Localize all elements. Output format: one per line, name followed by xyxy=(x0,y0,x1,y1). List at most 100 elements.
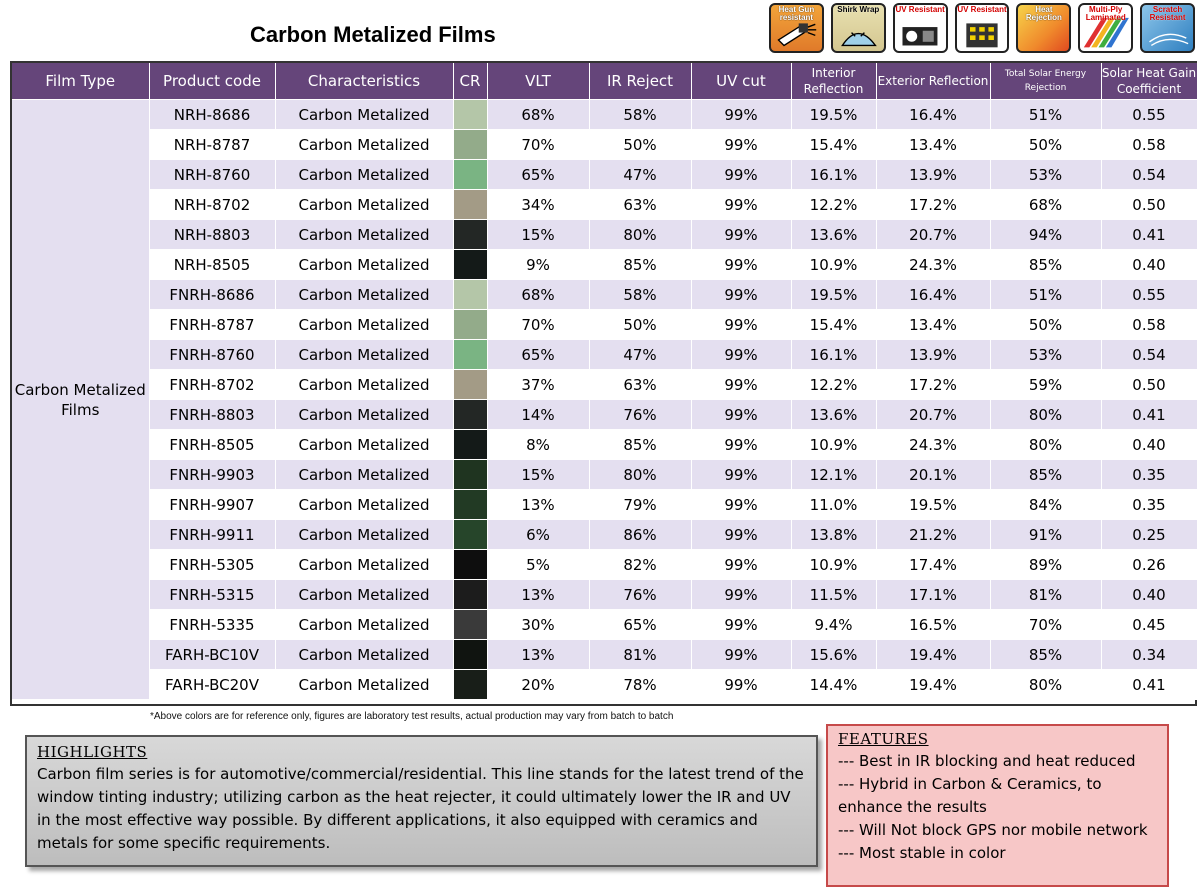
shgc-cell: 0.41 xyxy=(1101,669,1198,700)
exterior-reflection-cell: 20.7% xyxy=(876,219,991,250)
characteristics-cell: Carbon Metalized xyxy=(275,639,454,670)
product-code-cell: FNRH-5315 xyxy=(149,579,276,610)
exterior-reflection-cell: 16.4% xyxy=(876,99,991,130)
uv-cut-cell: 99% xyxy=(691,99,792,130)
characteristics-cell: Carbon Metalized xyxy=(275,399,454,430)
interior-reflection-cell: 11.5% xyxy=(791,579,877,610)
tser-cell: 84% xyxy=(990,489,1102,520)
table-row: FNRH-9911 Carbon Metalized 6% 86% 99% 13.8% 21… xyxy=(12,519,1198,550)
color-swatch xyxy=(453,159,488,190)
ir-reject-cell: 79% xyxy=(589,489,692,520)
shgc-cell: 0.55 xyxy=(1101,99,1198,130)
uv-cut-cell: 99% xyxy=(691,279,792,310)
product-code-cell: FNRH-9911 xyxy=(149,519,276,550)
table-row: NRH-8702 Carbon Metalized 34% 63% 99% 12.2% 17… xyxy=(12,189,1198,220)
tser-cell: 94% xyxy=(990,219,1102,250)
multi-ply-icon: Multi-Ply Laminated xyxy=(1078,3,1134,53)
vlt-cell: 8% xyxy=(487,429,590,460)
vlt-cell: 15% xyxy=(487,219,590,250)
shgc-cell: 0.58 xyxy=(1101,129,1198,160)
color-swatch-fill xyxy=(453,340,487,369)
feature-icon-bar: Heat Gun resistant Shirk Wrap UV Resista… xyxy=(769,3,1196,55)
uv-building-icon: UV Resistant xyxy=(954,3,1010,53)
header-vlt: VLT xyxy=(487,63,590,100)
uv-cut-cell: 99% xyxy=(691,519,792,550)
vlt-cell: 70% xyxy=(487,309,590,340)
color-swatch-fill xyxy=(453,190,487,219)
interior-reflection-cell: 15.6% xyxy=(791,639,877,670)
ir-reject-cell: 47% xyxy=(589,159,692,190)
characteristics-cell: Carbon Metalized xyxy=(275,339,454,370)
tser-cell: 80% xyxy=(990,399,1102,430)
table-row: FNRH-9907 Carbon Metalized 13% 79% 99% 11.0% 1… xyxy=(12,489,1198,520)
shgc-cell: 0.58 xyxy=(1101,309,1198,340)
vlt-cell: 6% xyxy=(487,519,590,550)
interior-reflection-cell: 16.1% xyxy=(791,159,877,190)
highlights-text: Carbon film series is for automotive/com… xyxy=(37,765,804,852)
characteristics-cell: Carbon Metalized xyxy=(275,249,454,280)
spec-table-container: Film Type Product code Characteristics C… xyxy=(10,61,1198,706)
header-film-type: Film Type xyxy=(12,63,150,100)
uv-cut-cell: 99% xyxy=(691,669,792,700)
color-swatch-fill xyxy=(453,370,487,399)
color-swatch-fill xyxy=(453,640,487,669)
exterior-reflection-cell: 16.4% xyxy=(876,279,991,310)
characteristics-cell: Carbon Metalized xyxy=(275,549,454,580)
shgc-cell: 0.54 xyxy=(1101,159,1198,190)
tser-cell: 80% xyxy=(990,429,1102,460)
product-code-cell: FARH-BC20V xyxy=(149,669,276,700)
characteristics-cell: Carbon Metalized xyxy=(275,669,454,700)
vlt-cell: 13% xyxy=(487,489,590,520)
color-swatch xyxy=(453,639,488,670)
features-list: --- Best in IR blocking and heat reduced… xyxy=(838,750,1157,865)
table-row: Carbon Metalized Films NRH-8686 Carbon Met… xyxy=(12,99,1198,700)
exterior-reflection-cell: 13.4% xyxy=(876,129,991,160)
highlights-title: HIGHLIGHTS xyxy=(37,743,148,761)
product-code-cell: FNRH-9903 xyxy=(149,459,276,490)
uv-cut-cell: 99% xyxy=(691,399,792,430)
icon-label: Scratch Resistant xyxy=(1149,5,1186,22)
interior-reflection-cell: 14.4% xyxy=(791,669,877,700)
exterior-reflection-cell: 24.3% xyxy=(876,429,991,460)
interior-reflection-cell: 11.0% xyxy=(791,489,877,520)
interior-reflection-cell: 12.1% xyxy=(791,459,877,490)
scratch-resistant-icon: Scratch Resistant xyxy=(1140,3,1196,53)
exterior-reflection-cell: 19.4% xyxy=(876,669,991,700)
ir-reject-cell: 80% xyxy=(589,219,692,250)
shgc-cell: 0.35 xyxy=(1101,459,1198,490)
uv-cut-cell: 99% xyxy=(691,189,792,220)
interior-reflection-cell: 13.6% xyxy=(791,399,877,430)
tser-cell: 89% xyxy=(990,549,1102,580)
tser-cell: 68% xyxy=(990,189,1102,220)
color-swatch-fill xyxy=(453,310,487,339)
shrink-wrap-icon: Shirk Wrap xyxy=(830,3,886,53)
tser-cell: 51% xyxy=(990,279,1102,310)
icon-label: UV Resistant xyxy=(895,5,945,14)
exterior-reflection-cell: 17.1% xyxy=(876,579,991,610)
table-row: FNRH-8787 Carbon Metalized 70% 50% 99% 15.4% 1… xyxy=(12,309,1198,340)
exterior-reflection-cell: 13.4% xyxy=(876,309,991,340)
color-swatch-fill xyxy=(453,130,487,159)
uv-cut-cell: 99% xyxy=(691,549,792,580)
exterior-reflection-cell: 20.7% xyxy=(876,399,991,430)
table-row: FNRH-8702 Carbon Metalized 37% 63% 99% 12.2% 1… xyxy=(12,369,1198,400)
uv-cut-cell: 99% xyxy=(691,429,792,460)
product-code-cell: FNRH-8702 xyxy=(149,369,276,400)
interior-reflection-cell: 10.9% xyxy=(791,549,877,580)
interior-reflection-cell: 19.5% xyxy=(791,279,877,310)
ir-reject-cell: 50% xyxy=(589,129,692,160)
exterior-reflection-cell: 13.9% xyxy=(876,339,991,370)
ir-reject-cell: 85% xyxy=(589,429,692,460)
color-swatch xyxy=(453,459,488,490)
features-title: FEATURES xyxy=(838,730,929,748)
tser-cell: 53% xyxy=(990,159,1102,190)
uv-cut-cell: 99% xyxy=(691,609,792,640)
table-row: FNRH-8505 Carbon Metalized 8% 85% 99% 10.9% 24… xyxy=(12,429,1198,460)
exterior-reflection-cell: 21.2% xyxy=(876,519,991,550)
icon-label: UV Resistant xyxy=(957,5,1007,14)
color-swatch xyxy=(453,249,488,280)
ir-reject-cell: 86% xyxy=(589,519,692,550)
tser-cell: 70% xyxy=(990,609,1102,640)
shgc-cell: 0.45 xyxy=(1101,609,1198,640)
spec-table: Film Type Product code Characteristics C… xyxy=(12,63,1198,700)
